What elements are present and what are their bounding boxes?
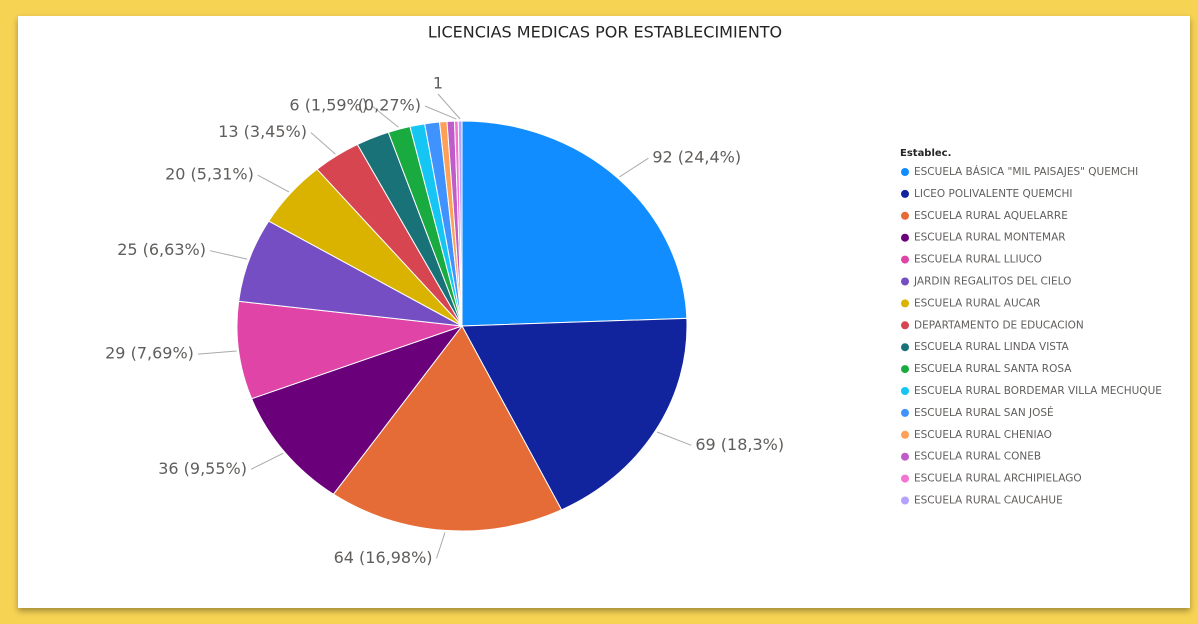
- data-label: 92 (24,4%): [652, 148, 741, 167]
- pie-slice: [461, 317, 688, 511]
- data-label: 64 (16,98%): [334, 548, 433, 567]
- leader-line: [209, 250, 248, 260]
- legend-marker: [901, 365, 909, 374]
- legend-marker: [901, 277, 909, 286]
- data-label: 25 (6,63%): [117, 240, 206, 259]
- legend-title: Establec.: [900, 148, 951, 159]
- chart: LICENCIAS MEDICAS POR ESTABLECIMIENTO Es…: [105, 23, 1162, 567]
- data-label: 20 (5,31%): [165, 165, 254, 184]
- leader-line: [437, 93, 461, 120]
- leader-line: [424, 105, 457, 120]
- legend-marker: [901, 430, 909, 439]
- legend-marker: [901, 299, 909, 308]
- leader-line: [619, 157, 649, 178]
- data-label: 1: [433, 74, 443, 93]
- legend-label: ESCUELA RURAL LLIUCO: [914, 254, 1042, 266]
- legend-label: ESCUELA RURAL LINDA VISTA: [914, 341, 1070, 353]
- legend-marker: [901, 321, 909, 330]
- data-label: (0,27%): [358, 96, 421, 115]
- legend-marker: [901, 168, 909, 176]
- leader-line: [257, 174, 290, 193]
- leader-line: [436, 532, 446, 559]
- legend-label: ESCUELA RURAL CHENIAO: [914, 429, 1052, 441]
- leader-line: [310, 132, 336, 155]
- leader-line: [656, 431, 692, 446]
- data-label: 13 (3,45%): [218, 122, 307, 141]
- legend-label: ESCUELA RURAL CONEB: [914, 451, 1041, 463]
- legend-label: DEPARTAMENTO DE EDUCACION: [914, 319, 1084, 331]
- legend-marker: [901, 474, 909, 483]
- leader-line: [197, 350, 237, 355]
- legend-label: ESCUELA RURAL CAUCAHUE: [914, 495, 1063, 507]
- legend-marker: [901, 408, 909, 417]
- legend-label: JARDIN REGALITOS DEL CIELO: [913, 276, 1071, 288]
- legend-marker: [901, 255, 909, 264]
- legend-label: ESCUELA RURAL AUCAR: [914, 297, 1040, 309]
- legend-marker: [901, 233, 909, 242]
- legend-marker: [901, 189, 909, 198]
- card: LICENCIAS MEDICAS POR ESTABLECIMIENTO Es…: [18, 16, 1190, 608]
- legend-marker: [901, 343, 909, 352]
- legend-marker: [901, 387, 909, 395]
- legend-label: ESCUELA RURAL MONTEMAR: [914, 232, 1066, 244]
- leader-line: [371, 105, 399, 128]
- leader-line: [250, 452, 284, 470]
- data-label: 6 (1,59%): [289, 96, 368, 115]
- pie-slice: [332, 325, 563, 532]
- legend-label: ESCUELA RURAL SAN JOSÉ: [914, 406, 1054, 419]
- legend-marker: [901, 496, 909, 505]
- legend-marker: [901, 452, 909, 461]
- legend-label: ESCUELA BÁSICA "MIL PAISAJES" QUEMCHI: [914, 165, 1138, 178]
- data-label: 36 (9,55%): [158, 459, 247, 478]
- pie-slice: [457, 120, 463, 327]
- legend-label: LICEO POLIVALENTE QUEMCHI: [914, 188, 1072, 200]
- chart-title: LICENCIAS MEDICAS POR ESTABLECIMIENTO: [428, 23, 782, 42]
- legend-marker: [901, 211, 909, 220]
- pie-slice: [461, 120, 688, 327]
- pie-slice: [250, 324, 464, 495]
- data-label: 69 (18,3%): [695, 435, 784, 454]
- legend-label: ESCUELA RURAL SANTA ROSA: [914, 363, 1072, 375]
- pie-slice: [236, 300, 463, 400]
- legend-label: ESCUELA RURAL AQUELARRE: [914, 210, 1068, 222]
- data-label: 29 (7,69%): [105, 344, 194, 363]
- legend-label: ESCUELA RURAL BORDEMAR VILLA MECHUQUE: [914, 385, 1162, 397]
- legend-label: ESCUELA RURAL ARCHIPIELAGO: [914, 473, 1082, 485]
